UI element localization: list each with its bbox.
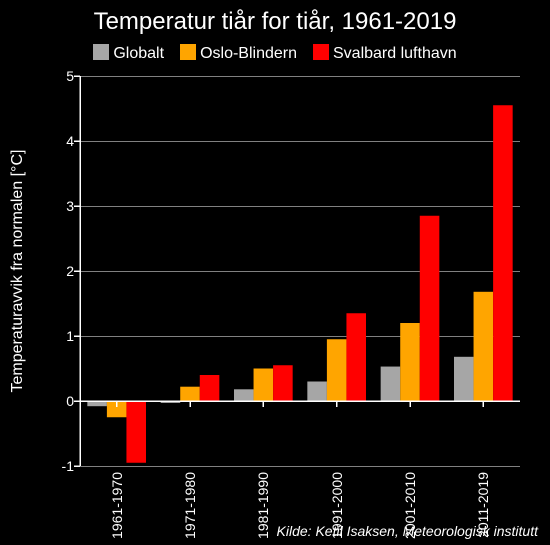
bar xyxy=(180,387,200,401)
x-tick-label: 1971-1980 xyxy=(182,472,198,539)
x-tick-label: 1961-1970 xyxy=(109,472,125,539)
legend-swatch xyxy=(180,44,196,60)
legend-item: Svalbard lufthavn xyxy=(313,44,457,63)
bar xyxy=(254,369,274,402)
y-tick-label: 0 xyxy=(44,393,74,409)
y-tick-label: 3 xyxy=(44,198,74,214)
legend-swatch xyxy=(313,44,329,60)
plot-svg xyxy=(80,76,520,466)
x-tick-label: 1981-1990 xyxy=(255,472,271,539)
y-axis-label: Temperaturavvik fra normalen [°C] xyxy=(6,76,30,466)
source-credit: Kilde: Ketil Isaksen, Meteorologisk inst… xyxy=(277,523,538,539)
bar xyxy=(327,339,347,401)
legend-swatch xyxy=(93,44,109,60)
y-tick-label: 1 xyxy=(44,328,74,344)
bar xyxy=(87,401,107,406)
temperature-chart: Temperatur tiår for tiår, 1961-2019 Glob… xyxy=(0,0,550,545)
legend-label: Oslo-Blindern xyxy=(200,45,297,62)
bar xyxy=(126,401,146,463)
bar xyxy=(493,105,513,401)
bar xyxy=(400,323,420,401)
legend-item: Globalt xyxy=(93,44,164,63)
legend-label: Svalbard lufthavn xyxy=(333,45,457,62)
bar xyxy=(200,375,220,401)
plot-area: -10123451961-19701971-19801981-19901991-… xyxy=(80,76,520,466)
y-tick-label: -1 xyxy=(44,458,74,474)
bar xyxy=(474,292,494,401)
bar xyxy=(381,367,401,401)
y-tick-label: 4 xyxy=(44,133,74,149)
chart-title: Temperatur tiår for tiår, 1961-2019 xyxy=(0,8,550,36)
bar xyxy=(346,313,366,401)
bar xyxy=(234,389,254,401)
y-tick-label: 5 xyxy=(44,68,74,84)
bar xyxy=(307,382,327,402)
bar xyxy=(454,357,474,401)
bar xyxy=(273,365,293,401)
legend-label: Globalt xyxy=(113,45,164,62)
legend: Globalt Oslo-Blindern Svalbard lufthavn xyxy=(0,44,550,63)
y-tick-label: 2 xyxy=(44,263,74,279)
legend-item: Oslo-Blindern xyxy=(180,44,297,63)
bar xyxy=(420,216,440,401)
